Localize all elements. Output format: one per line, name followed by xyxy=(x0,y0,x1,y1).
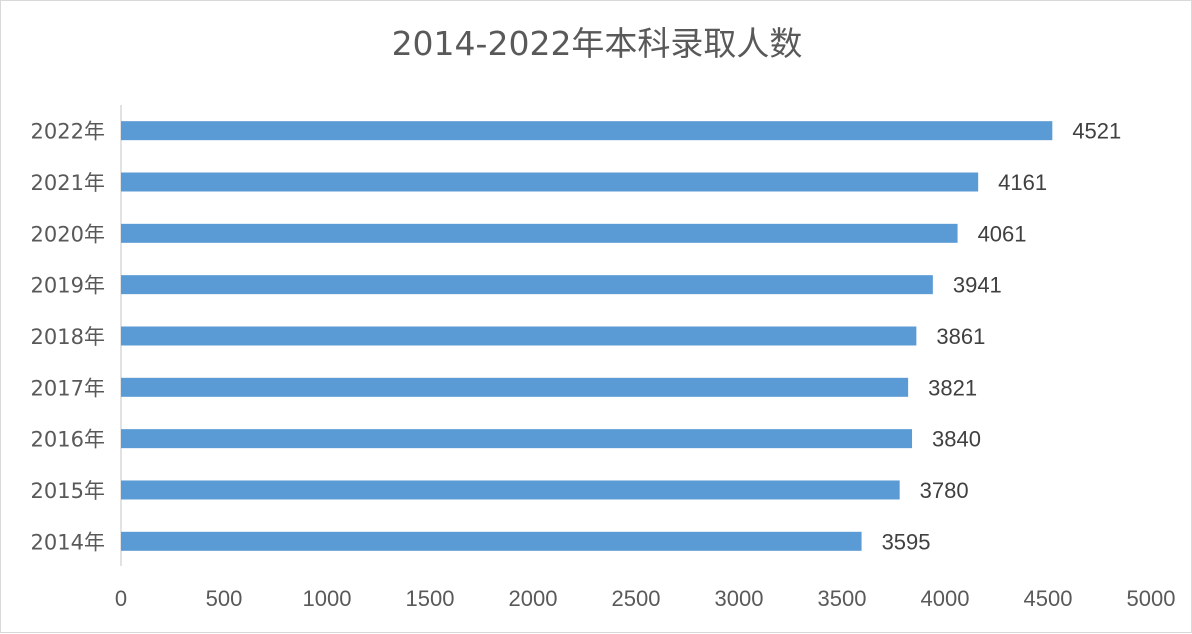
data-label: 4061 xyxy=(978,221,1027,246)
x-tick-label: 0 xyxy=(115,586,127,611)
x-tick-label: 2000 xyxy=(509,586,558,611)
data-label: 3595 xyxy=(882,529,931,554)
category-label: 2018年 xyxy=(31,325,105,349)
x-tick-label: 3000 xyxy=(715,586,764,611)
bar-2019年 xyxy=(121,275,933,295)
data-label: 3780 xyxy=(920,478,969,503)
x-tick-label: 4000 xyxy=(921,586,970,611)
x-tick-label: 3500 xyxy=(818,586,867,611)
category-label: 2017年 xyxy=(31,376,105,400)
x-tick-label: 4500 xyxy=(1024,586,1073,611)
data-label: 4161 xyxy=(998,170,1047,195)
category-label: 2019年 xyxy=(31,274,105,298)
x-tick-label: 500 xyxy=(206,586,243,611)
data-label: 3840 xyxy=(932,427,981,452)
bar-2022年 xyxy=(121,121,1053,141)
data-label: 3861 xyxy=(936,324,985,349)
category-label: 2016年 xyxy=(31,428,105,452)
x-tick-label: 1000 xyxy=(303,586,352,611)
x-tick-label: 5000 xyxy=(1127,586,1176,611)
bar-2017年 xyxy=(121,377,909,397)
x-tick-label: 2500 xyxy=(612,586,661,611)
category-label: 2022年 xyxy=(31,120,105,144)
category-label: 2014年 xyxy=(31,530,105,554)
data-label: 4521 xyxy=(1072,119,1121,144)
bar-2016年 xyxy=(121,429,913,449)
category-label: 2021年 xyxy=(31,171,105,195)
category-label: 2015年 xyxy=(31,479,105,503)
bar-2015年 xyxy=(121,480,900,500)
bar-2014年 xyxy=(121,531,862,551)
chart-title: 2014-2022年本科录取人数 xyxy=(391,24,803,63)
data-label: 3821 xyxy=(928,375,977,400)
bar-2021年 xyxy=(121,172,979,192)
category-label: 2020年 xyxy=(31,222,105,246)
data-label: 3941 xyxy=(953,273,1002,298)
bar-2020年 xyxy=(121,223,958,243)
bar-2018年 xyxy=(121,326,917,346)
x-tick-label: 1500 xyxy=(406,586,455,611)
